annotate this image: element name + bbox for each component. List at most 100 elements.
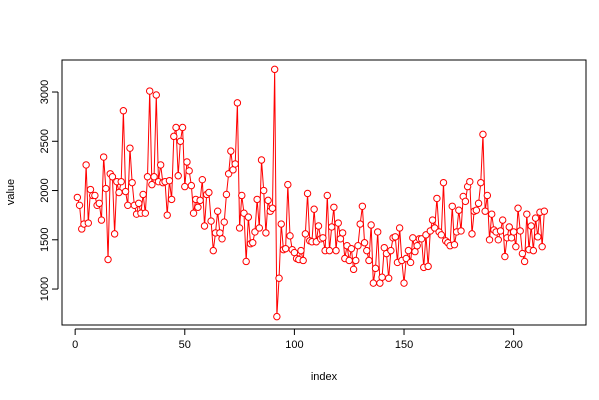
data-point — [437, 231, 445, 239]
data-point — [135, 199, 143, 208]
data-point — [466, 177, 474, 186]
data-point — [529, 246, 538, 255]
data-point — [196, 196, 204, 205]
data-point — [170, 132, 178, 141]
data-point — [439, 178, 448, 187]
data-point — [281, 244, 290, 253]
data-point — [176, 137, 185, 145]
data-point — [433, 194, 441, 203]
data-point — [531, 214, 540, 222]
data-point — [95, 199, 103, 208]
data-point — [174, 172, 182, 180]
data-point — [299, 256, 307, 265]
data-point — [163, 211, 171, 219]
data-point — [297, 246, 305, 255]
data-point — [108, 173, 117, 181]
data-point — [360, 239, 369, 247]
data-point — [457, 227, 465, 235]
data-point — [301, 230, 310, 238]
data-point — [472, 206, 481, 214]
data-point — [488, 210, 496, 218]
data-point — [327, 223, 336, 231]
data-point — [110, 230, 119, 238]
data-point — [338, 229, 347, 237]
data-point — [262, 229, 270, 237]
data-point — [268, 204, 277, 212]
data-point — [167, 195, 176, 204]
data-point — [121, 187, 130, 196]
data-point — [501, 252, 509, 261]
data-point — [117, 177, 125, 186]
data-point — [404, 246, 413, 255]
data-point — [374, 228, 382, 236]
data-point — [235, 224, 244, 232]
data-point — [354, 241, 362, 250]
data-point — [205, 188, 213, 197]
data-point — [310, 205, 318, 213]
data-point — [319, 234, 327, 242]
data-point — [242, 257, 250, 266]
data-point — [347, 244, 356, 253]
data-point — [148, 180, 156, 189]
data-point — [185, 167, 193, 175]
data-point — [369, 279, 378, 287]
data-point — [233, 99, 242, 107]
data-point — [273, 312, 281, 321]
data-point — [367, 221, 375, 229]
data-point — [477, 178, 485, 187]
data-point — [378, 273, 386, 281]
y-tick-label: 1000 — [39, 277, 51, 301]
data-point — [349, 265, 358, 274]
data-point — [275, 274, 283, 282]
data-point — [231, 160, 239, 168]
data-point — [286, 232, 294, 240]
data-point — [260, 186, 268, 195]
data-point — [424, 262, 432, 271]
data-point — [330, 203, 338, 211]
data-point — [303, 189, 312, 198]
data-point — [498, 216, 507, 224]
data-point — [84, 219, 93, 227]
data-point — [264, 196, 272, 205]
data-point — [181, 182, 189, 191]
data-point — [538, 242, 546, 251]
data-point — [198, 175, 207, 184]
x-tick-label: 150 — [395, 339, 413, 351]
data-point — [115, 188, 123, 197]
data-point — [200, 222, 209, 230]
data-point — [356, 220, 364, 228]
data-point — [527, 222, 535, 230]
data-point — [540, 207, 549, 215]
data-point — [461, 197, 470, 206]
data-point — [178, 123, 187, 132]
data-point — [189, 209, 198, 217]
data-point — [207, 217, 215, 225]
data-point — [119, 107, 128, 115]
data-point — [494, 236, 503, 244]
data-point — [150, 173, 158, 181]
y-tick-label: 2500 — [39, 129, 51, 153]
data-point — [183, 158, 191, 166]
data-point — [97, 216, 106, 224]
data-point — [516, 227, 524, 235]
data-point — [365, 256, 373, 265]
data-point — [518, 249, 527, 258]
data-point — [485, 236, 494, 244]
x-tick-label: 50 — [179, 339, 191, 351]
data-point — [483, 191, 492, 200]
data-point — [481, 207, 489, 215]
data-point — [75, 201, 84, 210]
data-point — [238, 191, 246, 200]
data-point — [496, 227, 505, 235]
data-point — [227, 147, 235, 155]
data-point — [479, 130, 487, 139]
data-point — [124, 201, 132, 210]
data-point — [277, 220, 285, 228]
data-point — [249, 239, 257, 247]
data-point — [126, 144, 134, 152]
data-point — [284, 180, 292, 189]
data-point — [413, 241, 421, 250]
data-point — [187, 181, 196, 190]
data-point — [391, 233, 399, 241]
